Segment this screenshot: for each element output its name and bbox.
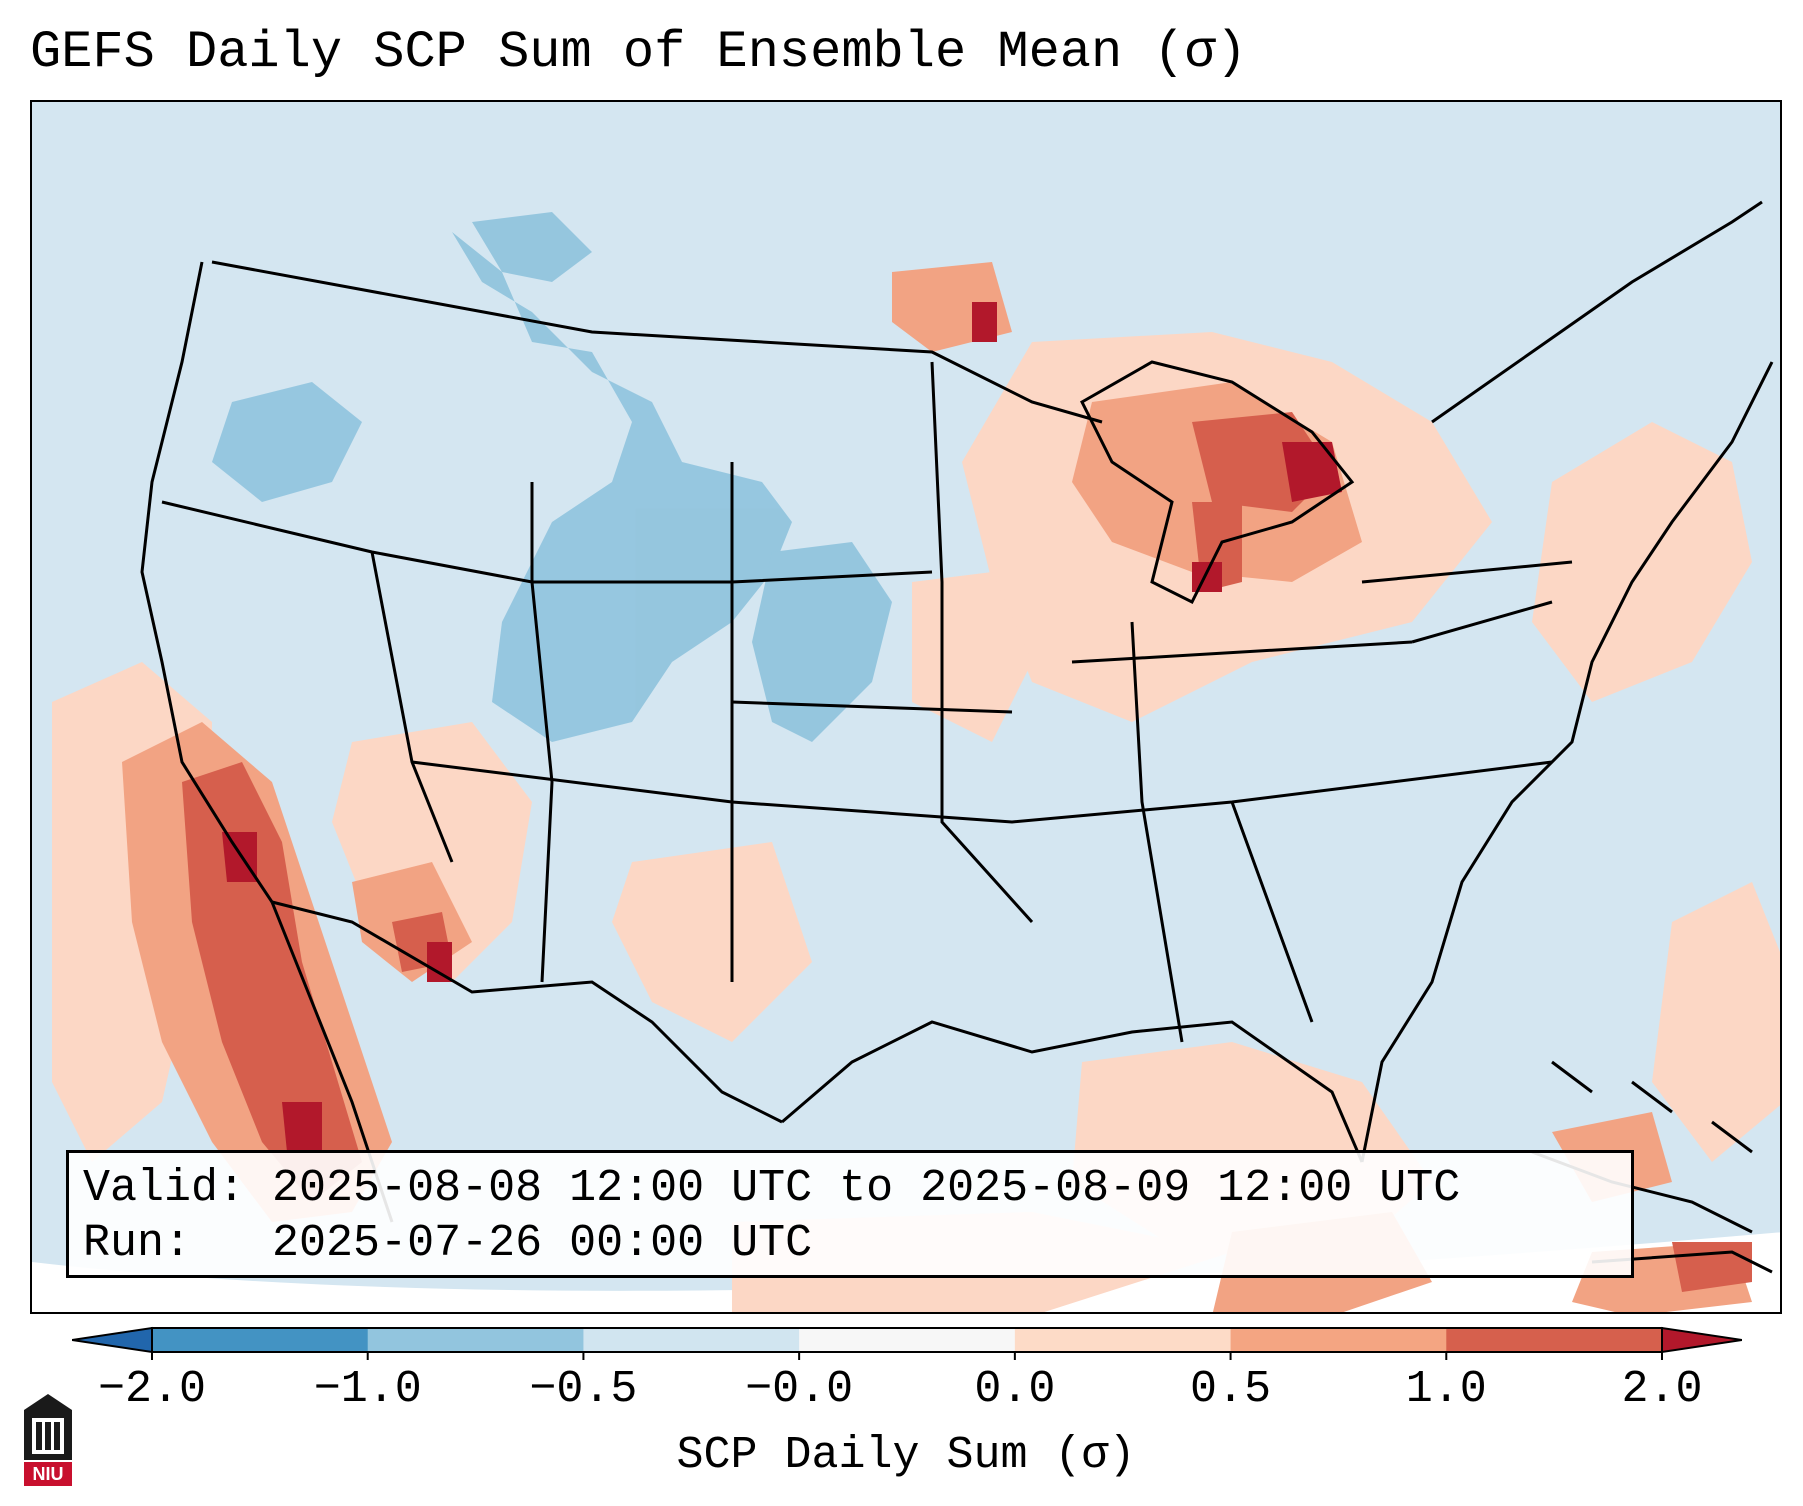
colorbar-tick-label: −2.0 bbox=[97, 1364, 207, 1415]
colorbar-segment bbox=[1014, 1328, 1232, 1352]
colorbar-tick-label: 0.5 bbox=[1190, 1364, 1272, 1415]
niu-logo-icon: NIU bbox=[24, 1394, 72, 1486]
map-panel bbox=[30, 100, 1782, 1314]
run-label: Run: bbox=[83, 1218, 192, 1269]
colorbar-segment bbox=[367, 1328, 584, 1352]
map-canvas bbox=[32, 102, 1780, 1312]
colorbar-label: SCP Daily Sum (σ) bbox=[676, 1430, 1136, 1481]
colorbar-tick-label: −1.0 bbox=[313, 1364, 422, 1415]
colorbar bbox=[72, 1326, 1742, 1360]
chart-title: GEFS Daily SCP Sum of Ensemble Mean (σ) bbox=[30, 23, 1247, 82]
colorbar-tick-label: 2.0 bbox=[1621, 1364, 1703, 1415]
colorbar-segment bbox=[799, 1328, 1016, 1352]
colorbar-segments bbox=[152, 1328, 1663, 1352]
colorbar-extend-low bbox=[72, 1326, 153, 1354]
extreme-positive-anomaly-areas bbox=[222, 302, 1342, 1152]
colorbar-segment bbox=[152, 1328, 369, 1352]
colorbar-segment bbox=[1230, 1328, 1447, 1352]
logo-text: NIU bbox=[33, 1464, 64, 1484]
valid-line: Valid: 2025-08-08 12:00 UTC to 2025-08-0… bbox=[83, 1161, 1631, 1216]
colorbar-tick-label: −0.0 bbox=[745, 1364, 854, 1415]
info-box: Valid: 2025-08-08 12:00 UTC to 2025-08-0… bbox=[66, 1150, 1634, 1278]
valid-value: 2025-08-08 12:00 UTC to 2025-08-09 12:00… bbox=[272, 1163, 1461, 1214]
coastlines-and-borders bbox=[140, 200, 1774, 1223]
colorbar-extend-high bbox=[1661, 1326, 1742, 1354]
colorbar-tick-label: −0.5 bbox=[529, 1364, 638, 1415]
negative-anomaly-areas bbox=[212, 212, 892, 742]
colorbar-tick-label: 1.0 bbox=[1405, 1364, 1487, 1415]
valid-label: Valid: bbox=[83, 1163, 246, 1214]
colorbar-tick-label: 0.0 bbox=[974, 1364, 1056, 1415]
run-value: 2025-07-26 00:00 UTC bbox=[272, 1218, 813, 1269]
colorbar-ticks bbox=[151, 1352, 1663, 1360]
run-line: Run: 2025-07-26 00:00 UTC bbox=[83, 1216, 1631, 1271]
colorbar-segment bbox=[1446, 1328, 1663, 1352]
colorbar-outline bbox=[151, 1327, 1663, 1353]
colorbar-segment bbox=[583, 1328, 800, 1352]
